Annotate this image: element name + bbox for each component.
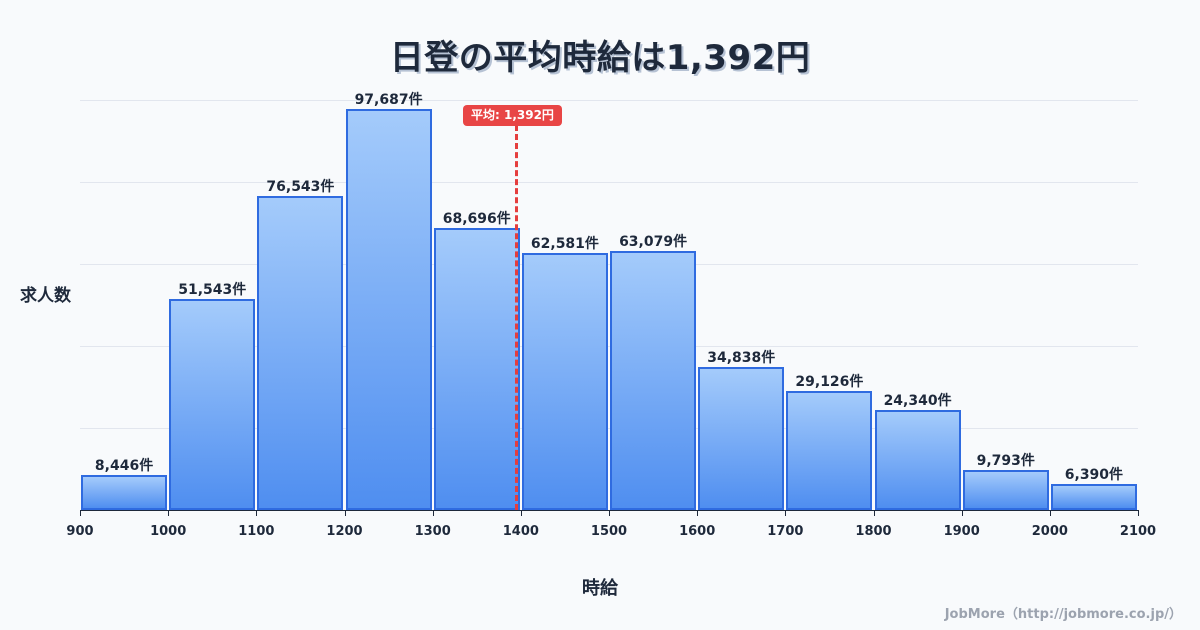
bar-value-label: 6,390件 <box>1064 467 1124 483</box>
x-tick <box>697 510 699 516</box>
bar-value-label: 51,543件 <box>178 282 247 298</box>
histogram-bar <box>257 196 344 510</box>
x-tick-label: 1400 <box>502 524 539 539</box>
x-tick-label: 1000 <box>150 524 187 539</box>
histogram-bar <box>521 253 608 510</box>
gridline <box>80 264 1138 265</box>
histogram-bar <box>169 299 256 510</box>
x-axis-label: 時給 <box>582 578 618 599</box>
gridline <box>80 428 1138 429</box>
x-tick <box>1049 510 1051 516</box>
x-tick <box>609 510 610 516</box>
bar-value-label: 76,543件 <box>266 179 335 195</box>
x-tick-label: 1900 <box>943 524 980 539</box>
bar-value-label: 8,446件 <box>94 458 154 474</box>
x-tick-label: 2100 <box>1119 524 1157 539</box>
chart-title: 日登の平均時給は1,392円 <box>389 38 811 78</box>
x-tick <box>520 510 522 516</box>
histogram-bar <box>874 410 961 510</box>
x-tick-label: 1800 <box>855 524 892 539</box>
y-axis-label: 求人数 <box>20 286 71 306</box>
x-tick <box>168 510 170 516</box>
x-tick <box>873 510 875 516</box>
x-tick-label: 1100 <box>238 524 275 539</box>
histogram-bar <box>1050 484 1137 510</box>
gridline <box>80 100 1138 101</box>
x-tick-label: 1200 <box>326 524 363 539</box>
x-tick <box>1138 510 1139 516</box>
histogram-bar <box>698 367 785 510</box>
x-tick-label: 1700 <box>767 524 804 539</box>
histogram-bar <box>81 475 168 510</box>
x-tick <box>785 510 787 516</box>
x-tick-label: 1500 <box>590 524 628 539</box>
bar-value-label: 97,687件 <box>354 92 423 108</box>
x-tick <box>961 510 963 516</box>
bar-value-label: 9,793件 <box>976 453 1035 469</box>
x-tick <box>256 510 258 516</box>
gridline <box>80 346 1138 347</box>
mean-badge: 平均: 1,392円 <box>463 105 562 126</box>
histogram-bar <box>786 391 873 510</box>
x-tick-label: 1300 <box>414 524 451 539</box>
histogram-bar <box>962 470 1049 510</box>
bar-value-label: 29,126件 <box>795 374 864 390</box>
x-tick <box>80 510 81 516</box>
x-tick <box>432 510 434 516</box>
x-tick-label: 900 <box>66 524 94 539</box>
gridline <box>80 182 1138 183</box>
bar-value-label: 68,696件 <box>442 211 511 227</box>
source-credit: JobMore（http://jobmore.co.jp/） <box>944 607 1182 622</box>
x-tick <box>344 510 346 516</box>
bar-value-label: 62,581件 <box>530 236 599 252</box>
histogram-bar <box>345 109 432 510</box>
histogram-bar <box>610 251 697 510</box>
x-tick-label: 1600 <box>679 524 716 539</box>
histogram-bar <box>433 228 520 510</box>
bar-value-label: 24,340件 <box>883 393 952 409</box>
bar-value-label: 34,838件 <box>707 350 776 366</box>
x-tick-label: 2000 <box>1031 524 1068 539</box>
plot-area: 8,446件 51,543件 76,543件 97,687件 68,696件 62,581… <box>80 92 1138 510</box>
bar-value-label: 63,079件 <box>619 234 688 250</box>
mean-line <box>515 125 518 510</box>
